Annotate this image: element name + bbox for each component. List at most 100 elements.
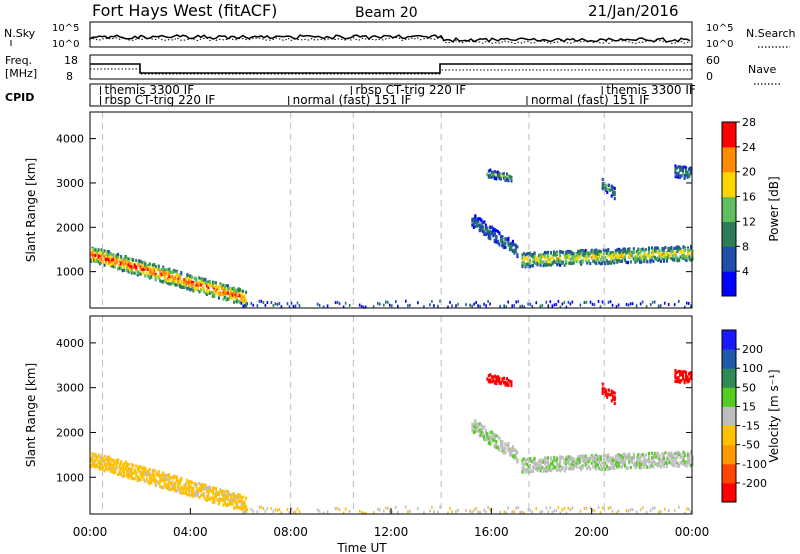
power-cell	[575, 253, 578, 257]
power-cell	[162, 280, 165, 284]
colorbar-segment	[722, 406, 736, 426]
power-cell	[474, 219, 477, 223]
velocity-cell	[598, 456, 601, 460]
velocity-cell	[153, 468, 156, 472]
power-cell	[217, 293, 220, 297]
velocity-cell	[545, 460, 548, 465]
velocity-cell	[678, 464, 681, 468]
velocity-cell	[499, 440, 502, 444]
velocity-cell	[166, 474, 169, 478]
velocity-cell	[475, 427, 478, 431]
velocity-cell	[541, 509, 544, 513]
power-cell	[681, 255, 684, 259]
velocity-cell	[505, 511, 507, 515]
velocity-cell	[205, 490, 208, 494]
velocity-cell	[272, 509, 275, 513]
velocity-cell	[216, 498, 219, 502]
velocity-cell	[489, 430, 492, 434]
velocity-cell	[112, 462, 115, 466]
power-cell	[617, 249, 620, 253]
power-cell	[118, 264, 121, 268]
velocity-cell	[650, 461, 653, 465]
velocity-cell	[510, 453, 513, 457]
velocity-cell	[198, 486, 201, 491]
power-cell	[474, 224, 477, 229]
velocity-cell	[165, 486, 168, 490]
power-cell	[647, 250, 650, 254]
velocity-cell	[478, 428, 481, 432]
power-cell	[682, 172, 685, 176]
power-cell	[186, 273, 189, 277]
power-cell	[342, 305, 345, 309]
velocity-cell	[587, 465, 590, 469]
power-cell	[126, 259, 129, 263]
velocity-cell	[553, 509, 556, 513]
power-cell	[615, 305, 618, 309]
velocity-cell	[431, 505, 433, 509]
velocity-cell	[187, 488, 190, 493]
velocity-cell	[184, 491, 187, 495]
power-cell	[680, 168, 683, 172]
velocity-cell	[569, 457, 572, 461]
power-cell	[141, 267, 144, 271]
velocity-cell	[123, 468, 126, 472]
velocity-cell	[652, 456, 655, 460]
velocity-cell	[258, 505, 261, 509]
velocity-cell	[611, 463, 614, 467]
power-cell	[489, 168, 492, 172]
power-cell	[613, 193, 616, 197]
power-cell	[94, 259, 97, 264]
freq-line	[90, 63, 692, 74]
power-cell	[502, 172, 505, 176]
velocity-cell	[93, 461, 96, 465]
velocity-cell	[682, 462, 685, 466]
power-cell	[535, 301, 538, 305]
velocity-cell	[471, 428, 474, 432]
velocity-cell	[601, 461, 604, 465]
power-cell	[171, 281, 174, 285]
power-cell	[515, 300, 517, 304]
power-cell	[603, 186, 606, 190]
velocity-cell	[605, 457, 608, 461]
power-cell	[147, 267, 150, 271]
time-axis-label: Time UT	[336, 541, 387, 554]
velocity-cell	[575, 461, 578, 465]
velocity-cell	[604, 454, 607, 458]
velocity-cell	[240, 507, 243, 511]
velocity-cell	[166, 487, 169, 491]
power-cell	[684, 305, 686, 309]
power-cell	[457, 302, 459, 306]
velocity-cell	[665, 463, 668, 467]
velocity-cell	[629, 459, 632, 463]
velocity-cell	[565, 457, 568, 461]
velocity-cell	[665, 457, 668, 461]
velocity-cell	[486, 435, 489, 439]
power-cell	[318, 303, 321, 307]
velocity-cell	[529, 470, 532, 474]
power-cell	[471, 304, 473, 308]
power-cell	[679, 250, 682, 254]
velocity-cell	[391, 510, 393, 514]
velocity-cell	[585, 506, 588, 510]
velocity-cell	[555, 509, 558, 512]
velocity-cell	[620, 454, 623, 458]
power-cell	[493, 228, 496, 232]
velocity-cell	[583, 457, 586, 461]
power-cell	[688, 249, 691, 253]
velocity-cell	[617, 455, 620, 459]
velocity-cell	[566, 455, 569, 459]
velocity-cell	[643, 460, 646, 464]
velocity-cell	[480, 430, 483, 435]
velocity-cell	[243, 500, 246, 504]
velocity-cell	[242, 506, 245, 510]
velocity-cell	[685, 464, 688, 468]
power-cell	[186, 287, 189, 291]
power-cell	[489, 237, 492, 241]
velocity-cell	[568, 462, 571, 466]
power-cell	[586, 253, 589, 257]
velocity-cell	[625, 466, 628, 470]
power-cell	[198, 281, 201, 285]
velocity-cell	[499, 443, 502, 447]
velocity-cell	[532, 469, 535, 473]
velocity-cell	[535, 467, 538, 471]
